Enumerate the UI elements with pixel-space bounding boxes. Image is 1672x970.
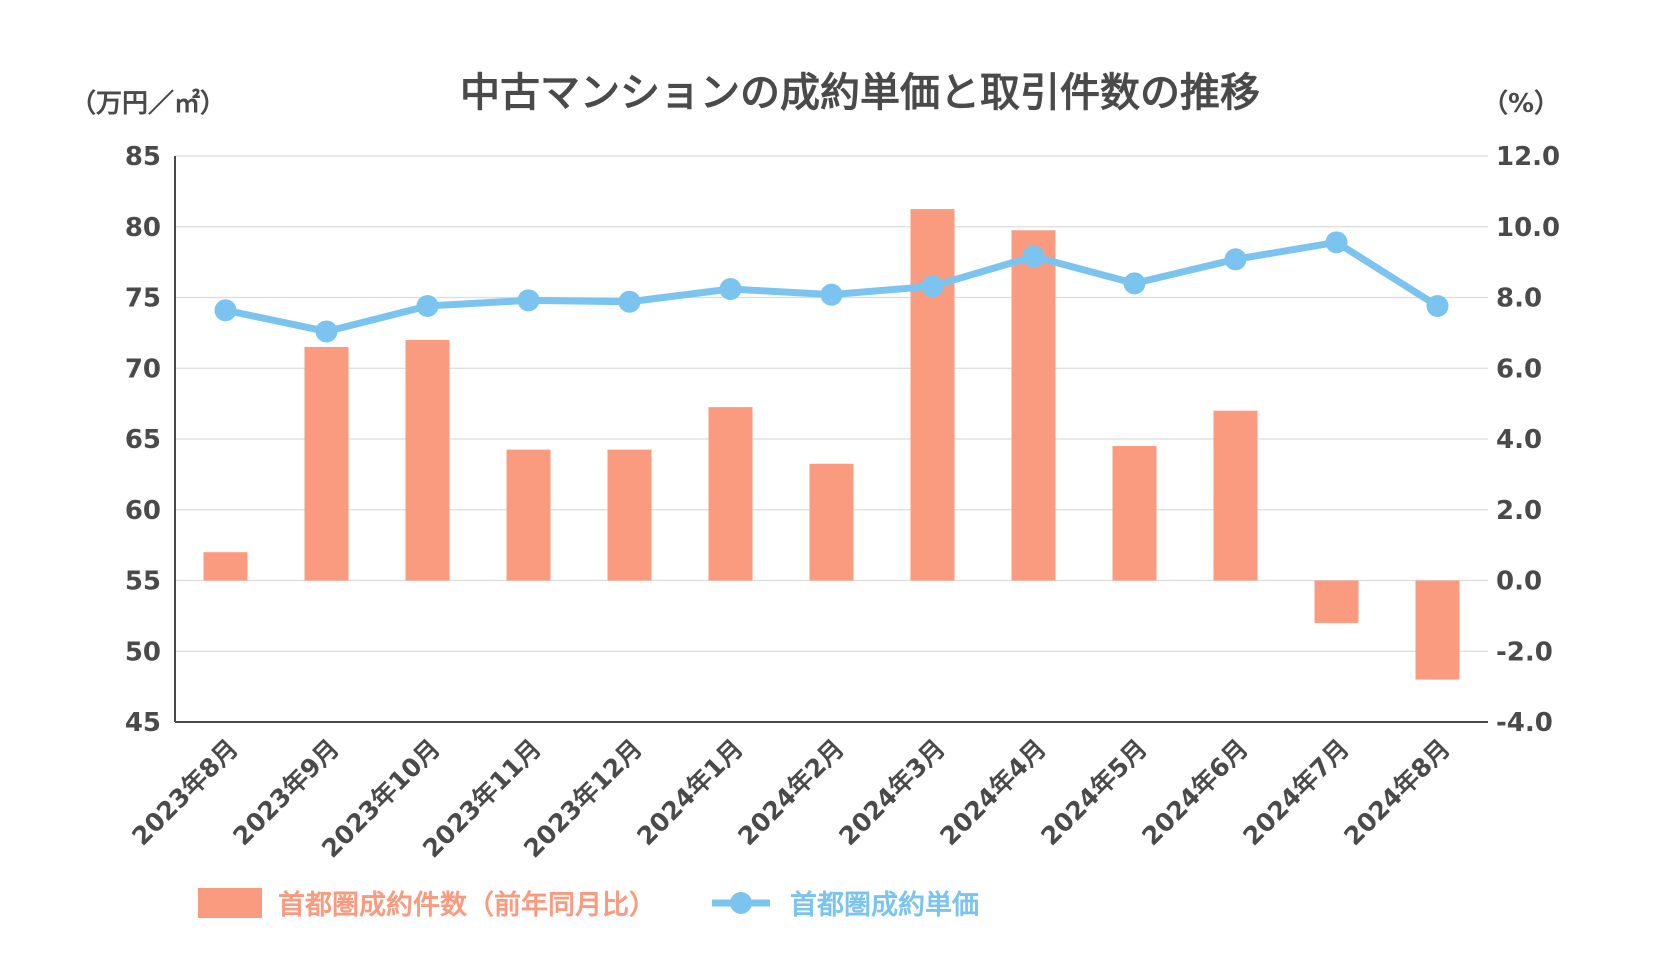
x-tick-label: 2024年2月 — [732, 734, 849, 851]
bar — [910, 209, 955, 581]
bar — [809, 463, 854, 581]
line-point — [618, 290, 641, 313]
right-axis-ticks: 12.0 10.0 8.0 6.0 4.0 2.0 0.0 -2.0 -4.0 — [1496, 142, 1560, 738]
left-tick-label: 85 — [125, 142, 161, 172]
right-tick-label: 2.0 — [1496, 496, 1542, 526]
left-tick-label: 80 — [125, 213, 161, 243]
right-tick-label: -2.0 — [1496, 637, 1553, 667]
x-tick-label: 2024年1月 — [631, 734, 748, 851]
legend-bar-swatch — [198, 888, 262, 918]
bar — [708, 407, 753, 581]
legend: 首都圏成約件数（前年同月比） 首都圏成約単価 — [198, 888, 979, 921]
right-tick-label: 0.0 — [1496, 567, 1542, 597]
line-point — [416, 294, 439, 317]
line-point — [315, 320, 338, 343]
x-tick-label: 2024年8月 — [1338, 734, 1455, 851]
line-point — [1224, 248, 1247, 271]
bar — [1112, 446, 1157, 581]
right-axis-unit: （%） — [1482, 89, 1560, 119]
line-point — [921, 275, 944, 298]
line-point — [1426, 294, 1449, 317]
right-tick-label: 12.0 — [1496, 142, 1560, 172]
x-tick-label: 2024年4月 — [934, 734, 1051, 851]
line-point — [1123, 272, 1146, 295]
bar — [1314, 580, 1359, 623]
line-point — [214, 299, 237, 322]
bar — [1415, 580, 1460, 680]
line-point — [1022, 245, 1045, 268]
line-point — [1325, 231, 1348, 254]
bar — [607, 449, 652, 581]
line-series — [214, 231, 1449, 343]
bar — [304, 347, 349, 581]
left-tick-label: 55 — [125, 567, 161, 597]
x-axis-ticks: 2023年8月2023年9月2023年10月2023年11月2023年12月20… — [126, 734, 1455, 864]
left-axis-unit: （万円／㎡） — [70, 88, 226, 119]
right-tick-label: 10.0 — [1496, 213, 1560, 243]
left-tick-label: 60 — [125, 496, 161, 526]
x-tick-label: 2023年8月 — [126, 734, 243, 851]
bar — [203, 552, 248, 581]
x-tick-label: 2024年3月 — [833, 734, 950, 851]
line-point — [719, 278, 742, 301]
left-tick-label: 75 — [125, 284, 161, 314]
bar-series — [203, 209, 1460, 680]
legend-line-marker — [730, 892, 752, 914]
line-point — [820, 283, 843, 306]
bar — [1213, 410, 1258, 581]
bar — [506, 449, 551, 581]
left-axis-ticks: 85 80 75 70 65 60 55 50 45 — [125, 142, 161, 738]
left-tick-label: 65 — [125, 425, 161, 455]
right-tick-label: -4.0 — [1496, 708, 1553, 738]
legend-bar-label: 首都圏成約件数（前年同月比） — [278, 889, 656, 921]
right-tick-label: 8.0 — [1496, 284, 1542, 314]
x-tick-label: 2024年5月 — [1035, 734, 1152, 851]
right-tick-label: 6.0 — [1496, 354, 1542, 384]
chart-title: 中古マンションの成約単価と取引件数の推移 — [460, 70, 1260, 116]
x-tick-label: 2024年6月 — [1136, 734, 1253, 851]
bar — [405, 339, 450, 581]
legend-line-label: 首都圏成約単価 — [790, 889, 979, 921]
right-tick-label: 4.0 — [1496, 425, 1542, 455]
bar — [1011, 230, 1056, 581]
left-tick-label: 70 — [125, 354, 161, 384]
left-tick-label: 45 — [125, 708, 161, 738]
left-tick-label: 50 — [125, 637, 161, 667]
line-point — [517, 289, 540, 312]
x-tick-label: 2024年7月 — [1237, 734, 1354, 851]
axes — [174, 156, 1488, 723]
